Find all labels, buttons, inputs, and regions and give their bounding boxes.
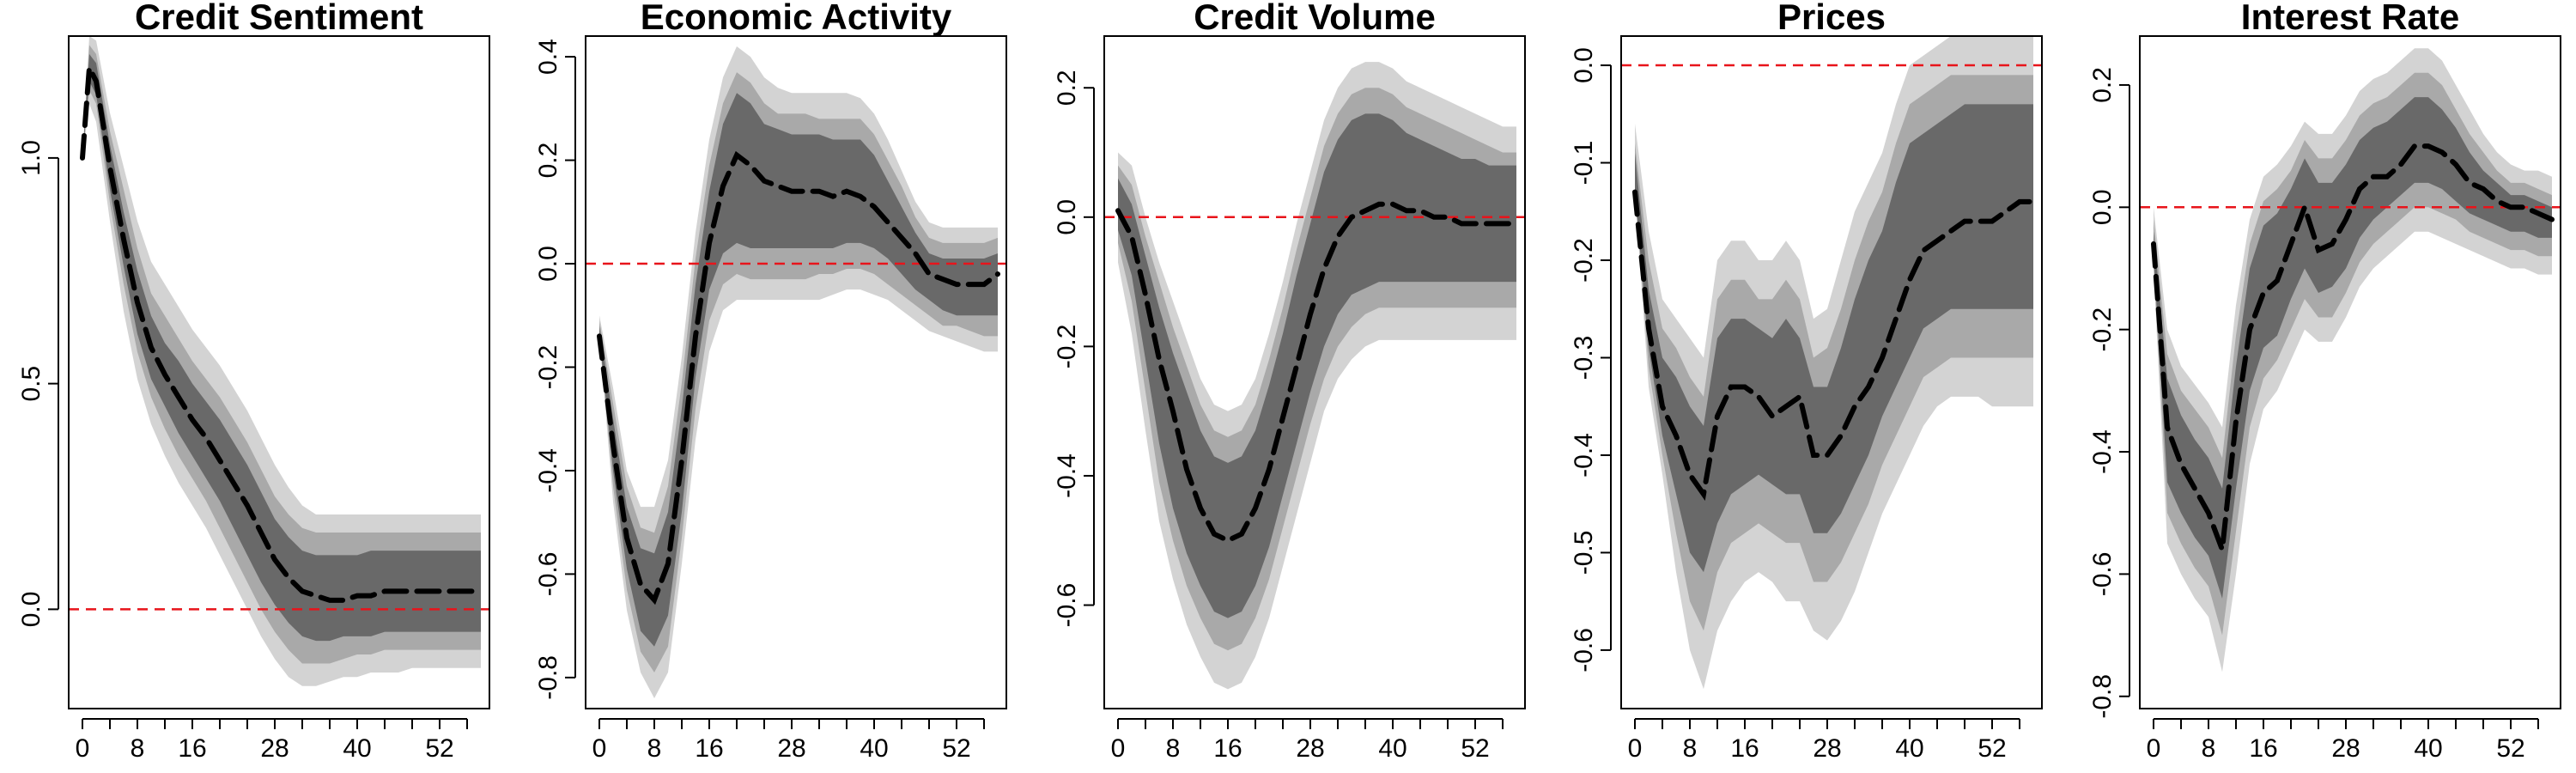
- y-tick-label: 0.0: [1053, 199, 1081, 235]
- median-line: [1115, 201, 1519, 544]
- x-tick-label: 40: [1378, 734, 1406, 763]
- panel-economic-activity: Economic Activity 0 8 16 28 40 52 -0.8 -0.6 -0.4…: [534, 0, 1007, 763]
- x-tick-label: 28: [2331, 734, 2360, 763]
- x-tick-label: 8: [2202, 734, 2216, 763]
- y-tick-label: 0.4: [534, 39, 562, 75]
- y-tick-label: -0.5: [1570, 531, 1598, 575]
- x-tick-label: 0: [2147, 734, 2161, 763]
- y-tick-label: 0.2: [1053, 70, 1081, 106]
- y-tick-label: -0.4: [1570, 433, 1598, 478]
- panel-title: Credit Volume: [1194, 0, 1436, 37]
- plot-frame: [68, 35, 490, 709]
- x-tick-label: 16: [2249, 734, 2277, 763]
- y-tick-label: 0.0: [2088, 189, 2117, 225]
- x-tick-label: 16: [695, 734, 723, 763]
- x-tick-label: 52: [1461, 734, 1489, 763]
- panel-credit-sentiment: Credit Sentiment 0 8 16 28 40 52 0.0 0.5 1.0: [17, 0, 490, 763]
- y-tick-label: -0.2: [534, 345, 562, 390]
- median-line: [1632, 189, 2036, 501]
- x-tick-label: 16: [1730, 734, 1759, 763]
- plot-frame: [1103, 35, 1526, 709]
- panel-title: Economic Activity: [641, 0, 952, 37]
- y-tick-label: 0.5: [17, 366, 46, 402]
- x-tick-label: 28: [1813, 734, 1841, 763]
- band-middle: [2154, 72, 2552, 636]
- y-tick-label: -0.4: [2088, 429, 2117, 474]
- median-line: [597, 150, 1000, 606]
- y-tick-label: -0.2: [1053, 325, 1081, 369]
- y-tick-label: -0.6: [1570, 628, 1598, 673]
- median-line: [2151, 143, 2555, 551]
- y-tick-label: 0.0: [1570, 47, 1598, 83]
- y-tick-label: -0.4: [534, 448, 562, 493]
- y-tick-label: 1.0: [17, 140, 46, 176]
- band-inner: [599, 93, 998, 647]
- plot-frame: [585, 35, 1007, 709]
- plot-frame: [2139, 35, 2561, 709]
- y-tick-label: -0.6: [534, 552, 562, 597]
- y-tick-label: -0.4: [1053, 453, 1081, 498]
- x-tick-label: 28: [260, 734, 289, 763]
- band-inner: [2154, 97, 2552, 599]
- y-tick-label: 0.0: [534, 246, 562, 282]
- band-inner: [1118, 113, 1516, 618]
- x-tick-label: 0: [592, 734, 607, 763]
- x-tick-label: 8: [647, 734, 662, 763]
- x-tick-label: 0: [76, 734, 90, 763]
- x-tick-label: 52: [2496, 734, 2524, 763]
- panel-title: Credit Sentiment: [135, 0, 423, 37]
- y-tick-label: -0.6: [2088, 552, 2117, 597]
- x-tick-label: 52: [425, 734, 453, 763]
- panel-prices: Prices 0 8 16 28 40 52 -0.6 -0.5 -0.4 -0.3 -0.2 -0.…: [1570, 0, 2043, 763]
- panel-interest-rate: Interest Rate 0 8 16 28 40 52 -0.8 -0.6 -0.4 -0.2…: [2088, 0, 2561, 763]
- panel-title: Interest Rate: [2241, 0, 2459, 37]
- panel-credit-volume: Credit Volume 0 8 16 28 40 52 -0.6 -0.4 -0.2 0.0 0…: [1053, 0, 1526, 763]
- x-tick-label: 0: [1111, 734, 1126, 763]
- x-tick-label: 40: [860, 734, 888, 763]
- x-tick-label: 40: [1895, 734, 1923, 763]
- x-tick-label: 8: [1683, 734, 1698, 763]
- x-tick-label: 52: [1978, 734, 2006, 763]
- x-tick-label: 8: [1166, 734, 1181, 763]
- band-inner: [82, 54, 481, 642]
- x-tick-label: 28: [1296, 734, 1324, 763]
- x-tick-label: 16: [178, 734, 206, 763]
- plot-frame: [1620, 35, 2043, 709]
- y-tick-label: -0.6: [1053, 583, 1081, 628]
- y-tick-label: -0.3: [1570, 336, 1598, 380]
- y-tick-label: -0.8: [2088, 674, 2117, 719]
- band-outer: [82, 36, 481, 686]
- y-tick-label: 0.2: [2088, 67, 2117, 103]
- y-tick-label: 0.2: [534, 143, 562, 179]
- x-tick-label: 16: [1213, 734, 1242, 763]
- x-tick-label: 52: [942, 734, 970, 763]
- panel-title: Prices: [1777, 0, 1886, 37]
- y-tick-label: -0.8: [534, 655, 562, 700]
- x-tick-label: 0: [1628, 734, 1643, 763]
- y-tick-label: 0.0: [17, 592, 46, 628]
- x-tick-label: 8: [131, 734, 145, 763]
- band-inner: [1635, 104, 2033, 573]
- median-line: [80, 58, 483, 603]
- y-tick-label: -0.1: [1570, 141, 1598, 186]
- x-tick-label: 40: [343, 734, 371, 763]
- x-tick-label: 28: [777, 734, 805, 763]
- x-tick-label: 40: [2414, 734, 2442, 763]
- y-tick-label: -0.2: [2088, 307, 2117, 352]
- y-tick-label: -0.2: [1570, 238, 1598, 283]
